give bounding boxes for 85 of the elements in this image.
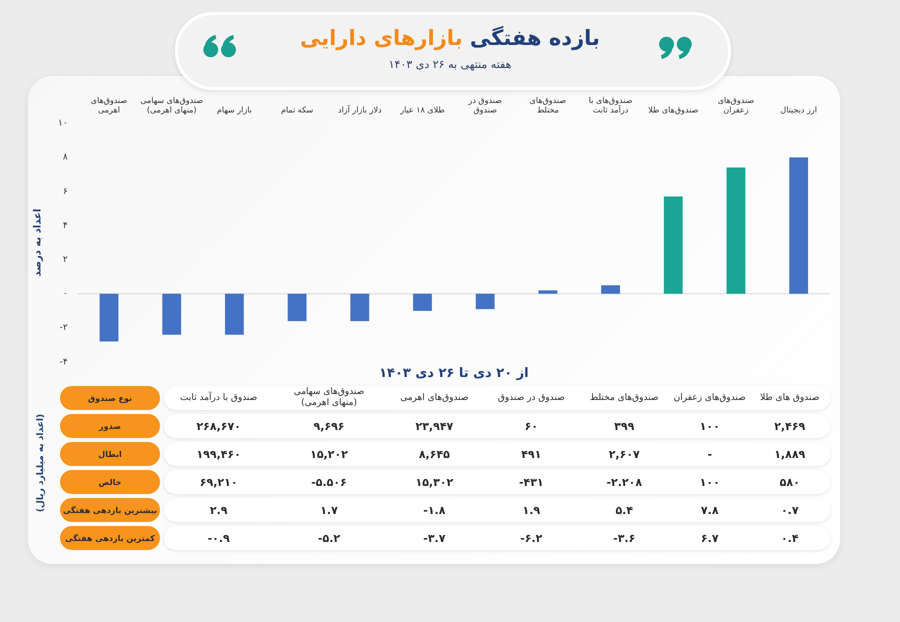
bar [789, 157, 808, 294]
text: ۴۹۱ [521, 448, 542, 460]
x-tick-label: صندوق‌های سهامی (منهای اهرمی) [140, 96, 204, 114]
x-tick-label: صندوق‌های مختلط [530, 96, 566, 114]
text: ۷.۸ [700, 504, 719, 516]
text: ۱۵,۳۰۲ [416, 476, 454, 488]
bar [601, 285, 620, 294]
y-tick-label: ۱۰ [58, 118, 68, 129]
category-label: صندوق‌های سهامی (منهای اهرمی) [294, 387, 364, 409]
text: نوع صندوق [88, 394, 132, 402]
text: ۳۹۹ [614, 420, 634, 432]
x-tick-label: بازار سهام [216, 105, 252, 114]
text: ۵.۴ [615, 504, 634, 516]
category-label: صندوق‌های مختلط [590, 392, 659, 404]
text: -۰.۹ [208, 532, 230, 544]
text: ۲۶۸,۶۷۰ [196, 420, 241, 432]
y-tick-label: ۲ [62, 255, 68, 265]
chart-subtitle: هفته منتهی به ۲۶ دی ۱۴۰۳ [388, 58, 512, 71]
bar [288, 294, 307, 322]
text: -۵.۵۰۶ [311, 476, 347, 488]
text: ۶۹,۲۱۰ [200, 476, 238, 488]
x-tick-label: صندوق در صندوق [467, 96, 502, 114]
bar [664, 196, 683, 294]
text: ۲,۴۶۹ [774, 420, 806, 432]
category-label: صندوق های طلا [760, 392, 820, 404]
category-label: صندوق‌های اهرمی [400, 392, 469, 404]
text: (اعداد به میلیارد ریال) [36, 412, 47, 514]
text: -۱.۸ [423, 504, 446, 516]
text: ۲,۶۰۷ [608, 448, 640, 460]
text: ۵۸۰ [780, 476, 800, 488]
text: ۱.۹ [522, 504, 540, 516]
text: -۲.۲۰۸ [606, 476, 642, 488]
text: ۱۵,۲۰۲ [310, 448, 348, 460]
text: ۱۹۹,۴۶۰ [196, 448, 241, 460]
chart-title: بازده هفتگی بازارهای دارایی [300, 26, 600, 50]
text: ۰.۷ [780, 504, 799, 516]
y-tick-label: ۸ [62, 152, 68, 163]
x-tick-label: ارز دیجیتال [780, 105, 817, 114]
x-tick-label: دلار بازار آزاد [338, 104, 382, 114]
y-tick-label: ۴ [62, 220, 68, 231]
x-tick-label: سکه تمام [280, 105, 314, 114]
text: ۱.۷ [320, 504, 338, 516]
text: ۲۳,۹۴۷ [416, 420, 454, 432]
y-axis-title: اعداد به درصد [32, 208, 44, 276]
text: -۵.۲ [318, 532, 340, 544]
y-tick-label: -۲ [60, 323, 68, 334]
text: ۱۰۰ [700, 476, 720, 488]
category-label: کمترین بازدهی هفتگی [65, 534, 155, 542]
x-tick-label: صندوق‌های طلا [648, 105, 699, 114]
category-label: صندوق با درآمد ثابت [180, 392, 258, 404]
category-label: خالص [98, 478, 122, 486]
category-label: صندوق‌های زعفران [674, 392, 746, 404]
text: -۳.۶ [613, 532, 636, 544]
y-tick-label: ۰ [62, 289, 68, 300]
bar [726, 168, 746, 294]
bar [225, 294, 244, 335]
bar [350, 294, 370, 322]
text: ۹,۶۹۶ [313, 420, 345, 432]
text: ۱۰۰ [700, 420, 720, 432]
bar [538, 290, 558, 294]
y-tick-label: -۴ [60, 357, 68, 368]
text: -۶.۲ [520, 532, 542, 544]
category-label: صدور [99, 422, 121, 430]
text: ۶۰ [524, 420, 538, 432]
x-tick-label: صندوق‌های اهرمی [90, 96, 128, 114]
text: -۴۳۱ [518, 476, 544, 488]
category-label: بیشترین بازدهی هفتگی [62, 506, 158, 514]
text: -۳.۷ [423, 532, 446, 544]
text: ۲.۹ [210, 504, 228, 516]
text: ۶.۷ [700, 532, 719, 544]
category-label: صندوق در صندوق [498, 392, 565, 404]
text: ۱,۸۸۹ [774, 448, 806, 460]
x-tick-label: صندوق‌های با درآمد ثابت [588, 96, 633, 114]
bar [162, 294, 182, 335]
bar [476, 294, 495, 310]
y-tick-label: ۶ [62, 186, 68, 197]
x-axis-title: از ۲۰ دی تا ۲۶ دی ۱۴۰۳ [379, 366, 529, 381]
x-tick-label: طلای ۱۸ عیار [399, 105, 445, 114]
x-tick-label: صندوق‌های زعفران [718, 96, 754, 114]
category-label: ابطال [98, 450, 122, 458]
text: ۸,۶۴۵ [418, 448, 450, 460]
text: - [707, 448, 712, 460]
bar [100, 294, 118, 342]
bar [413, 294, 432, 311]
text: ۰.۴ [780, 532, 799, 544]
